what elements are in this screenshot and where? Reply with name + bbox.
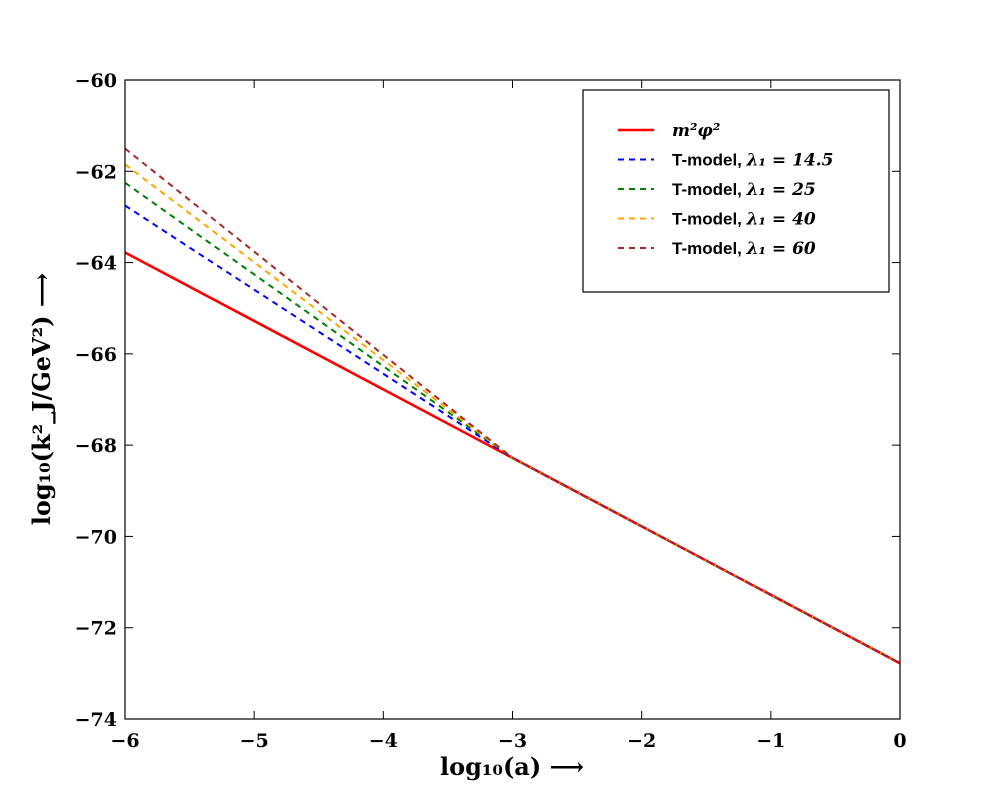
series-line-4 [124,147,901,665]
x-tick-label: −2 [627,730,656,752]
x-tick-label: −5 [240,730,269,752]
x-tick-label: −3 [498,730,527,752]
y-tick-label: −60 [75,70,117,92]
y-axis-title: log₁₀(k²_J/GeV²) ⟶ [27,273,56,526]
x-tick-label: −6 [110,730,139,752]
ticks-layer: −6 −5 −4 −3 −2 −1 0 −74 −72 −70 −68 −66 −64 −62 −60 [75,70,907,752]
series-layer [124,147,901,665]
y-tick-label: −72 [75,618,117,640]
x-tick-label: 0 [893,730,906,752]
x-tick-label: −1 [756,730,785,752]
x-axis-title: log₁₀(a) ⟶ [440,752,584,781]
legend-label-0: m²φ² [672,121,720,141]
y-tick-label: −64 [75,253,117,275]
legend-label-3: T-model, λ₁ = 40 [672,210,816,230]
y-tick-label: −62 [75,161,117,183]
y-tick-label: −74 [75,709,117,731]
y-tick-label: −68 [75,435,117,457]
legend-entries: m²φ² T-model, λ₁ = 14.5 T-model, λ₁ = 25 T-… [618,121,833,259]
legend: m²φ² T-model, λ₁ = 14.5 T-model, λ₁ = 25 T-… [582,89,890,293]
y-tick-label: −66 [75,344,117,366]
legend-label-2: T-model, λ₁ = 25 [672,180,816,200]
legend-label-1: T-model, λ₁ = 14.5 [672,151,833,171]
legend-label-4: T-model, λ₁ = 60 [672,239,816,259]
x-tick-label: −4 [369,730,398,752]
legend-box [582,89,890,293]
y-tick-label: −70 [75,526,117,548]
